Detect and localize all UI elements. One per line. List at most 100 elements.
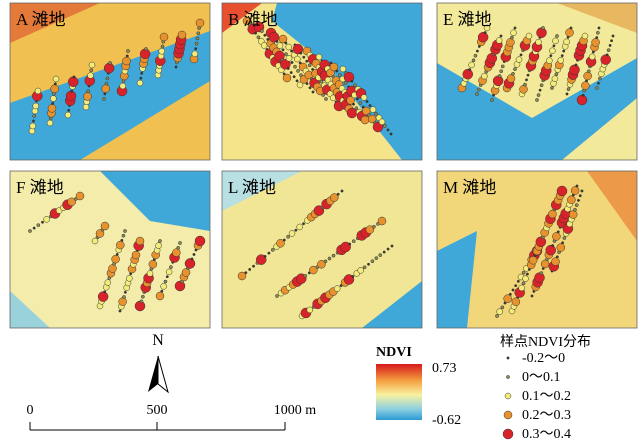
- sample-point: [366, 100, 368, 102]
- sample-point: [370, 107, 376, 113]
- sample-point: [50, 96, 56, 102]
- sample-point: [526, 273, 528, 275]
- scale-label: 500: [147, 403, 168, 418]
- sample-point: [277, 43, 283, 49]
- sample-point: [90, 69, 93, 72]
- sample-point: [550, 54, 552, 56]
- sample-point: [557, 243, 565, 251]
- sample-point: [54, 83, 56, 85]
- sample-point: [549, 48, 555, 54]
- sample-point: [561, 242, 563, 244]
- sample-point: [361, 116, 369, 124]
- map-panel: B 滩地: [222, 3, 422, 160]
- sample-point: [358, 267, 364, 273]
- sample-point: [522, 271, 525, 274]
- sample-point: [468, 68, 470, 70]
- sample-point: [476, 50, 478, 52]
- arrow-left: [148, 356, 158, 392]
- sample-point: [369, 104, 371, 106]
- sample-point: [584, 72, 592, 80]
- sample-point: [475, 92, 478, 95]
- sample-point: [304, 274, 307, 277]
- sample-point: [185, 259, 195, 269]
- sample-point: [137, 80, 143, 86]
- colorbar-max: 0.73: [432, 361, 457, 376]
- sample-point: [149, 260, 157, 268]
- sample-point: [511, 72, 514, 75]
- legend-label: 0～0.1: [522, 370, 561, 385]
- map-panel: L 滩地: [222, 171, 422, 328]
- sample-point: [293, 76, 295, 78]
- sample-point: [506, 38, 514, 46]
- sample-point: [71, 90, 73, 92]
- sample-point: [552, 232, 560, 240]
- sample-point: [501, 65, 504, 68]
- sample-point: [316, 54, 322, 60]
- sample-point: [33, 227, 35, 229]
- sample-point: [287, 67, 289, 69]
- sample-point: [519, 285, 525, 291]
- sample-point: [178, 241, 181, 244]
- sample-point: [106, 77, 109, 80]
- sample-point: [51, 102, 53, 104]
- map-panel: M 滩地: [437, 171, 637, 328]
- legend: 样点NDVI分布 -0.2～00～0.10.1～0.20.2～0.30.3～0.…: [500, 334, 591, 441]
- sample-point: [536, 39, 542, 45]
- sample-point: [35, 88, 41, 94]
- sample-point: [48, 104, 56, 112]
- sample-point: [37, 224, 40, 227]
- panel-label: B 滩地: [228, 10, 278, 29]
- sample-point: [175, 66, 177, 68]
- sample-point: [252, 265, 254, 267]
- legend-symbol: [503, 429, 513, 439]
- sample-point: [566, 93, 568, 95]
- sample-point: [290, 50, 292, 52]
- sample-point: [531, 295, 533, 297]
- sample-point: [500, 35, 502, 37]
- sample-point: [570, 65, 580, 75]
- sample-point: [575, 64, 577, 66]
- sample-point: [601, 55, 611, 65]
- scale-label: 1000 m: [274, 403, 317, 418]
- sample-point: [552, 38, 558, 44]
- sample-point: [390, 133, 392, 135]
- sample-point: [487, 53, 497, 63]
- sample-point: [514, 27, 516, 29]
- sample-point: [295, 229, 297, 231]
- sample-point: [283, 74, 291, 82]
- sample-point: [570, 27, 572, 29]
- sample-point: [552, 258, 560, 266]
- sample-point: [261, 42, 267, 48]
- sample-point: [557, 231, 559, 233]
- sample-point: [564, 39, 570, 45]
- panel-label: M 滩地: [443, 178, 496, 197]
- sample-point: [610, 40, 612, 42]
- sample-point: [529, 256, 537, 264]
- sample-point: [582, 33, 588, 39]
- sample-point: [500, 70, 503, 73]
- legend-symbol: [504, 411, 512, 419]
- sample-point: [103, 291, 105, 293]
- sample-point: [597, 82, 599, 84]
- sample-point: [472, 59, 475, 62]
- colorbar-min: -0.62: [432, 413, 461, 428]
- sample-point: [569, 211, 577, 219]
- legend-symbol: [506, 375, 509, 378]
- sample-point: [166, 269, 172, 275]
- sample-point: [507, 75, 515, 83]
- sample-point: [177, 246, 180, 249]
- sample-point: [567, 196, 575, 204]
- sample-point: [101, 222, 109, 230]
- sample-point: [276, 40, 278, 42]
- sample-point: [41, 221, 43, 223]
- sample-point: [158, 239, 161, 242]
- sample-point: [300, 52, 302, 54]
- sample-point: [334, 286, 340, 292]
- sample-point: [124, 291, 126, 293]
- sample-point: [290, 71, 292, 73]
- sample-point: [195, 42, 198, 45]
- sample-point: [122, 295, 125, 298]
- sample-point: [490, 98, 493, 101]
- sample-point: [30, 123, 36, 129]
- sample-point: [535, 273, 545, 283]
